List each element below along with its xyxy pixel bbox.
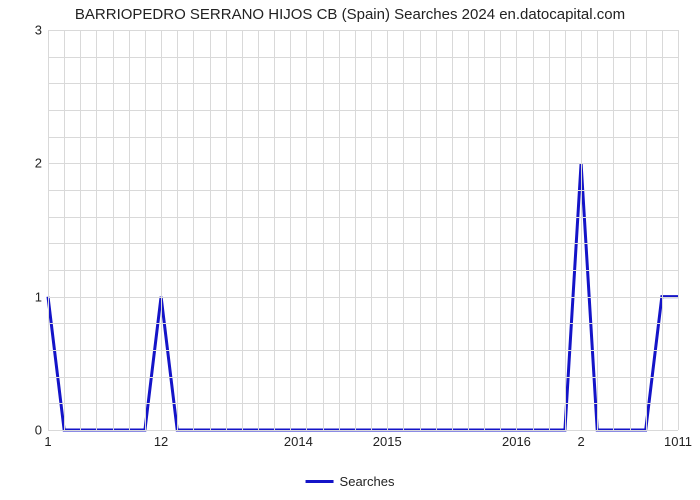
gridline-h xyxy=(48,350,678,351)
gridline-v xyxy=(436,30,437,430)
gridline-v xyxy=(161,30,162,430)
x-tick-label: 1 xyxy=(44,434,51,449)
gridline-h xyxy=(48,217,678,218)
gridline-h xyxy=(48,403,678,404)
y-tick-label: 2 xyxy=(35,156,42,171)
gridline-h xyxy=(48,190,678,191)
chart-container: BARRIOPEDRO SERRANO HIJOS CB (Spain) Sea… xyxy=(0,0,700,500)
gridline-h xyxy=(48,377,678,378)
gridline-v xyxy=(533,30,534,430)
y-tick-label: 0 xyxy=(35,423,42,438)
gridline-v xyxy=(500,30,501,430)
gridline-v xyxy=(64,30,65,430)
x-tick-label: 2016 xyxy=(502,434,531,449)
x-tick-label: 12 xyxy=(154,434,168,449)
gridline-v xyxy=(662,30,663,430)
gridline-v xyxy=(597,30,598,430)
x-tick-label: 2 xyxy=(577,434,584,449)
gridline-h xyxy=(48,243,678,244)
gridline-v xyxy=(193,30,194,430)
gridline-v xyxy=(355,30,356,430)
gridline-v xyxy=(678,30,679,430)
chart-title: BARRIOPEDRO SERRANO HIJOS CB (Spain) Sea… xyxy=(0,6,700,23)
gridline-v xyxy=(290,30,291,430)
gridline-v xyxy=(177,30,178,430)
gridline-v xyxy=(226,30,227,430)
x-tick-label: 1011 xyxy=(664,434,692,449)
gridline-v xyxy=(565,30,566,430)
gridline-v xyxy=(323,30,324,430)
gridline-v xyxy=(387,30,388,430)
legend-label: Searches xyxy=(340,474,395,489)
legend: Searches xyxy=(306,474,395,489)
gridline-h xyxy=(48,110,678,111)
gridline-v xyxy=(646,30,647,430)
gridline-v xyxy=(549,30,550,430)
gridline-h xyxy=(48,323,678,324)
gridline-v xyxy=(581,30,582,430)
gridline-v xyxy=(96,30,97,430)
x-tick-label: 2014 xyxy=(284,434,313,449)
gridline-v xyxy=(452,30,453,430)
gridline-v xyxy=(420,30,421,430)
gridline-h xyxy=(48,83,678,84)
plot-area: 012311220142015201621011 xyxy=(48,30,678,430)
gridline-v xyxy=(210,30,211,430)
gridline-h xyxy=(48,137,678,138)
gridline-v xyxy=(145,30,146,430)
gridline-v xyxy=(129,30,130,430)
gridline-v xyxy=(468,30,469,430)
gridline-v xyxy=(630,30,631,430)
gridline-v xyxy=(258,30,259,430)
gridline-v xyxy=(113,30,114,430)
x-tick-label: 2015 xyxy=(373,434,402,449)
legend-swatch xyxy=(306,480,334,483)
gridline-v xyxy=(484,30,485,430)
y-tick-label: 1 xyxy=(35,289,42,304)
gridline-v xyxy=(516,30,517,430)
gridline-v xyxy=(371,30,372,430)
gridline-v xyxy=(48,30,49,430)
gridline-h xyxy=(48,297,678,298)
gridline-v xyxy=(242,30,243,430)
gridline-v xyxy=(80,30,81,430)
gridline-v xyxy=(274,30,275,430)
gridline-v xyxy=(339,30,340,430)
gridline-h xyxy=(48,430,678,431)
y-tick-label: 3 xyxy=(35,23,42,38)
gridline-v xyxy=(403,30,404,430)
gridline-h xyxy=(48,30,678,31)
gridline-h xyxy=(48,163,678,164)
gridline-v xyxy=(306,30,307,430)
gridline-h xyxy=(48,57,678,58)
series-line xyxy=(48,30,678,430)
gridline-h xyxy=(48,270,678,271)
gridline-v xyxy=(613,30,614,430)
